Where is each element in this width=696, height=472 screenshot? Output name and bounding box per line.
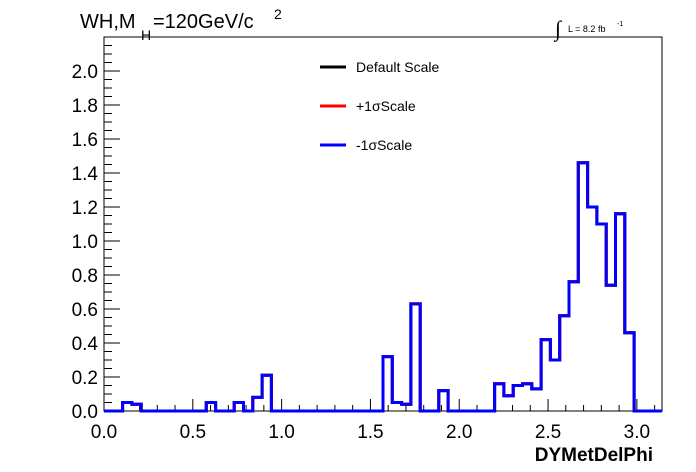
title-main: WH,M	[80, 11, 136, 33]
lumi-superscript: -1	[617, 21, 623, 28]
title-rest: =120GeV/c	[153, 11, 254, 33]
y-tick-label: 0.4	[72, 334, 99, 355]
x-tick-label: 1.0	[268, 422, 294, 443]
y-tick-label: 1.6	[72, 130, 98, 151]
y-tick-label: 0.0	[72, 402, 98, 423]
axes: 0.0 0.2 0.4 0.6 0.8 1.0 1.2 1.4 1.6 1.8 2.0 0.0 0.5 1…	[72, 36, 656, 443]
x-tick-label: 1.5	[357, 422, 383, 443]
y-tick-label: 2.0	[72, 62, 98, 83]
legend: Default Scale +1σScale -1σScale	[320, 59, 439, 153]
integral-sign: ∫	[553, 16, 563, 42]
x-tick-label: 0.5	[180, 422, 206, 443]
series-line-2	[104, 161, 662, 413]
luminosity-label: ∫ L = 8.2 fb -1	[553, 16, 623, 42]
title-superscript: 2	[274, 6, 282, 22]
legend-label-1: +1σScale	[356, 98, 416, 114]
x-tick-label: 3.0	[624, 422, 650, 443]
y-tick-label: 1.2	[72, 198, 98, 219]
x-tick-label: 2.0	[446, 422, 472, 443]
y-tick-label: 1.0	[72, 232, 98, 253]
y-tick-label: 1.4	[72, 164, 99, 185]
plot-title: WH,M H =120GeV/c 2	[80, 6, 282, 43]
x-axis-label: DYMetDelPhi	[535, 445, 653, 466]
y-tick-label: 0.2	[72, 368, 98, 389]
series-group	[104, 161, 662, 413]
x-tick-label: 0.0	[91, 422, 117, 443]
legend-label-2: -1σScale	[356, 137, 412, 153]
title-subscript: H	[141, 27, 151, 43]
legend-label-0: Default Scale	[356, 59, 439, 75]
y-tick-label: 0.6	[72, 300, 98, 321]
y-tick-label: 0.8	[72, 266, 98, 287]
y-tick-label: 1.8	[72, 96, 98, 117]
x-tick-label: 2.5	[535, 422, 561, 443]
lumi-text: L = 8.2 fb	[568, 24, 605, 34]
